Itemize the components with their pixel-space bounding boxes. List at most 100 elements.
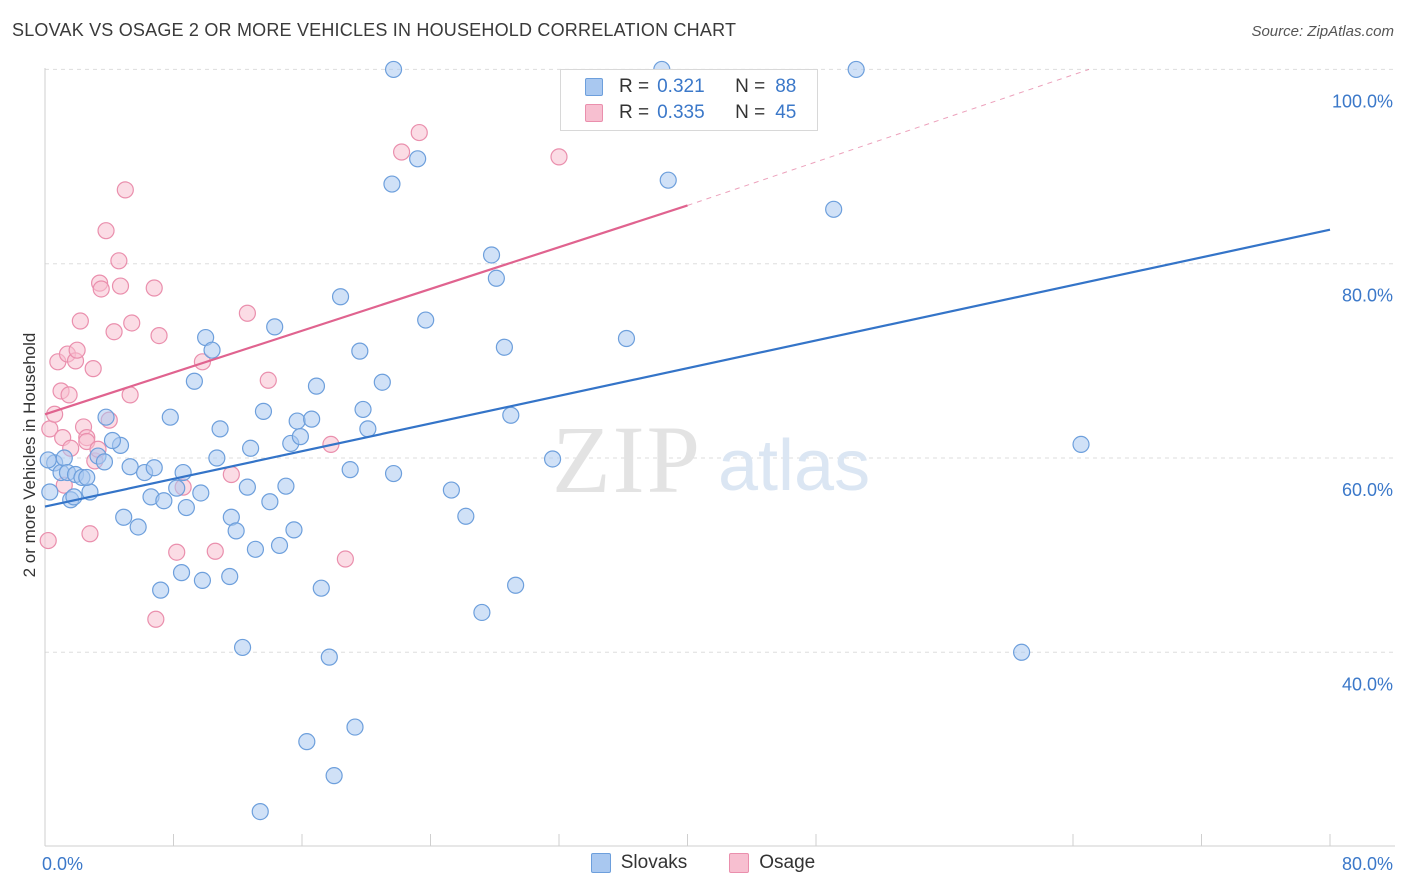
- slovaks-point: [354, 400, 372, 419]
- slovaks-point: [168, 479, 186, 497]
- osage-point: [105, 323, 123, 341]
- x-tick-label: 0.0%: [42, 854, 83, 874]
- slovaks-point: [277, 477, 295, 495]
- slovaks-point: [39, 451, 57, 469]
- legend-row-osage: R = 0.335 N = 45: [585, 101, 796, 125]
- slovaks-point: [242, 439, 260, 457]
- legend-n-label: N =: [735, 102, 766, 123]
- slovaks-point: [383, 175, 401, 193]
- osage-point: [206, 542, 224, 560]
- slovaks-point: [346, 718, 364, 736]
- legend-r-value: 0.321: [657, 76, 705, 97]
- slovaks-point: [233, 638, 252, 657]
- slovaks-point: [417, 311, 435, 329]
- y-tick-label: 100.0%: [1332, 91, 1393, 111]
- legend-r-label: R =: [619, 102, 650, 123]
- osage-point: [39, 531, 57, 550]
- slovaks-point: [1012, 643, 1031, 661]
- slovaks-point: [192, 484, 210, 502]
- osage-point: [193, 353, 212, 371]
- watermark-zip: ZIP: [552, 406, 702, 513]
- slovaks-point: [341, 461, 359, 479]
- slovaks-point: [270, 536, 289, 555]
- slovaks-point: [502, 406, 520, 424]
- osage-point: [336, 550, 354, 568]
- slovaks-point: [152, 581, 170, 599]
- osage-point: [147, 610, 165, 628]
- osage-point: [68, 341, 86, 359]
- osage-point: [71, 312, 89, 330]
- slovaks-point: [825, 200, 843, 218]
- slovaks-point: [847, 60, 865, 79]
- slovaks-point: [331, 288, 350, 306]
- y-tick-label: 80.0%: [1342, 286, 1393, 306]
- legend-row-slovaks: R = 0.321 N = 88: [585, 75, 796, 99]
- points-layer: [39, 60, 1090, 821]
- slovaks-point: [384, 60, 403, 79]
- trend-layer: [44, 68, 1331, 508]
- slovaks-point: [177, 498, 195, 517]
- slovaks-point: [617, 329, 636, 348]
- y-tick-label: 40.0%: [1342, 674, 1393, 694]
- osage-point: [97, 222, 115, 240]
- slovaks-point: [487, 269, 505, 287]
- slovaks-point: [172, 564, 191, 582]
- slovaks-point: [221, 567, 239, 586]
- slovaks-point: [325, 767, 343, 785]
- slovaks-point: [246, 540, 265, 558]
- slovaks-point: [359, 420, 377, 438]
- slovaks-point: [659, 171, 677, 189]
- osage-point: [110, 252, 128, 270]
- slovaks-point: [507, 576, 525, 594]
- slovaks-point: [155, 492, 173, 510]
- slovaks-point: [208, 449, 226, 467]
- watermark: ZIP atlas: [552, 406, 870, 513]
- osage-trend-extension: [687, 68, 1090, 206]
- legend-item-osage: Osage: [729, 852, 815, 874]
- legend-n-value: 88: [775, 76, 797, 97]
- osage-point: [92, 280, 110, 298]
- osage-point: [145, 279, 163, 297]
- legend-item-slovaks: Slovaks: [590, 852, 688, 874]
- slovaks-point: [312, 579, 330, 597]
- slovaks-point: [251, 802, 269, 821]
- slovaks-point: [203, 341, 221, 359]
- legend-r-value: 0.335: [657, 102, 705, 123]
- osage-point: [550, 148, 568, 166]
- slovaks-point: [261, 493, 279, 511]
- slovaks-point: [266, 318, 284, 336]
- slovaks-swatch: [585, 78, 603, 96]
- slovaks-point: [95, 453, 114, 471]
- slovaks-swatch: [590, 853, 611, 873]
- legend-label-slovaks: Slovaks: [620, 852, 688, 873]
- legend-n-label: N =: [735, 76, 766, 97]
- slovaks-point: [298, 733, 316, 751]
- watermark-atlas: atlas: [718, 426, 870, 506]
- legend-n-value: 45: [775, 102, 797, 123]
- osage-point: [150, 327, 168, 345]
- slovaks-point: [482, 246, 501, 264]
- slovaks-point: [115, 508, 133, 526]
- slovaks-point: [1072, 435, 1090, 453]
- slovaks-point: [129, 518, 147, 536]
- legend-label-osage: Osage: [759, 852, 816, 873]
- slovaks-point: [55, 449, 73, 467]
- slovaks-point: [145, 459, 163, 477]
- slovaks-point: [473, 603, 491, 622]
- slovaks-point: [78, 468, 96, 487]
- osage-point: [123, 314, 141, 332]
- slovaks-point: [543, 450, 562, 468]
- slovaks-point: [238, 478, 256, 496]
- slovaks-point: [227, 522, 245, 540]
- osage-swatch: [729, 853, 750, 873]
- slovaks-point: [285, 521, 303, 539]
- source-label: Source: ZipAtlas.com: [1251, 23, 1394, 40]
- slovaks-point: [320, 648, 338, 666]
- osage-point: [259, 371, 277, 389]
- slovaks-point: [121, 458, 139, 476]
- slovaks-point: [161, 408, 179, 426]
- slovaks-point: [495, 338, 513, 356]
- osage-point: [238, 304, 256, 322]
- osage-point: [81, 525, 99, 543]
